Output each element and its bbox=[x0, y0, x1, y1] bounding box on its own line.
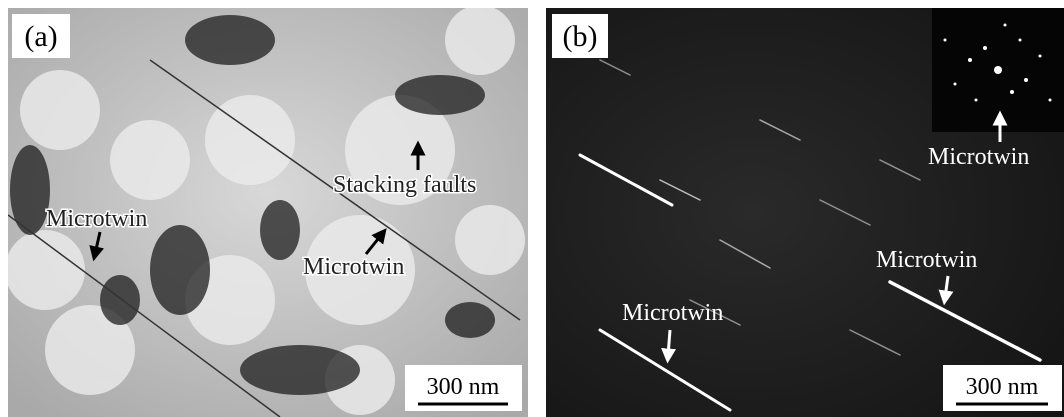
arrow bbox=[668, 330, 670, 356]
scale-bar-label: 300 nm bbox=[966, 374, 1039, 400]
panel-b: (b) Microtwin Microtwin Microtwin 300 nm bbox=[546, 8, 1064, 417]
panel-label: (a) bbox=[24, 20, 57, 53]
annotation: Microtwin bbox=[928, 144, 1029, 170]
annotation: Microtwin bbox=[303, 254, 404, 280]
panel-label: (b) bbox=[563, 20, 598, 53]
annotation: Stacking faults bbox=[333, 172, 476, 198]
figure: (a) Stacking faults Microtwin Microtwin … bbox=[0, 0, 1064, 417]
annotation: Microtwin bbox=[46, 206, 147, 232]
scale-bar-label: 300 nm bbox=[427, 374, 500, 400]
annotation: Microtwin bbox=[876, 247, 977, 273]
panel-a: (a) Stacking faults Microtwin Microtwin … bbox=[5, 5, 528, 417]
annotation: Microtwin bbox=[622, 300, 723, 326]
